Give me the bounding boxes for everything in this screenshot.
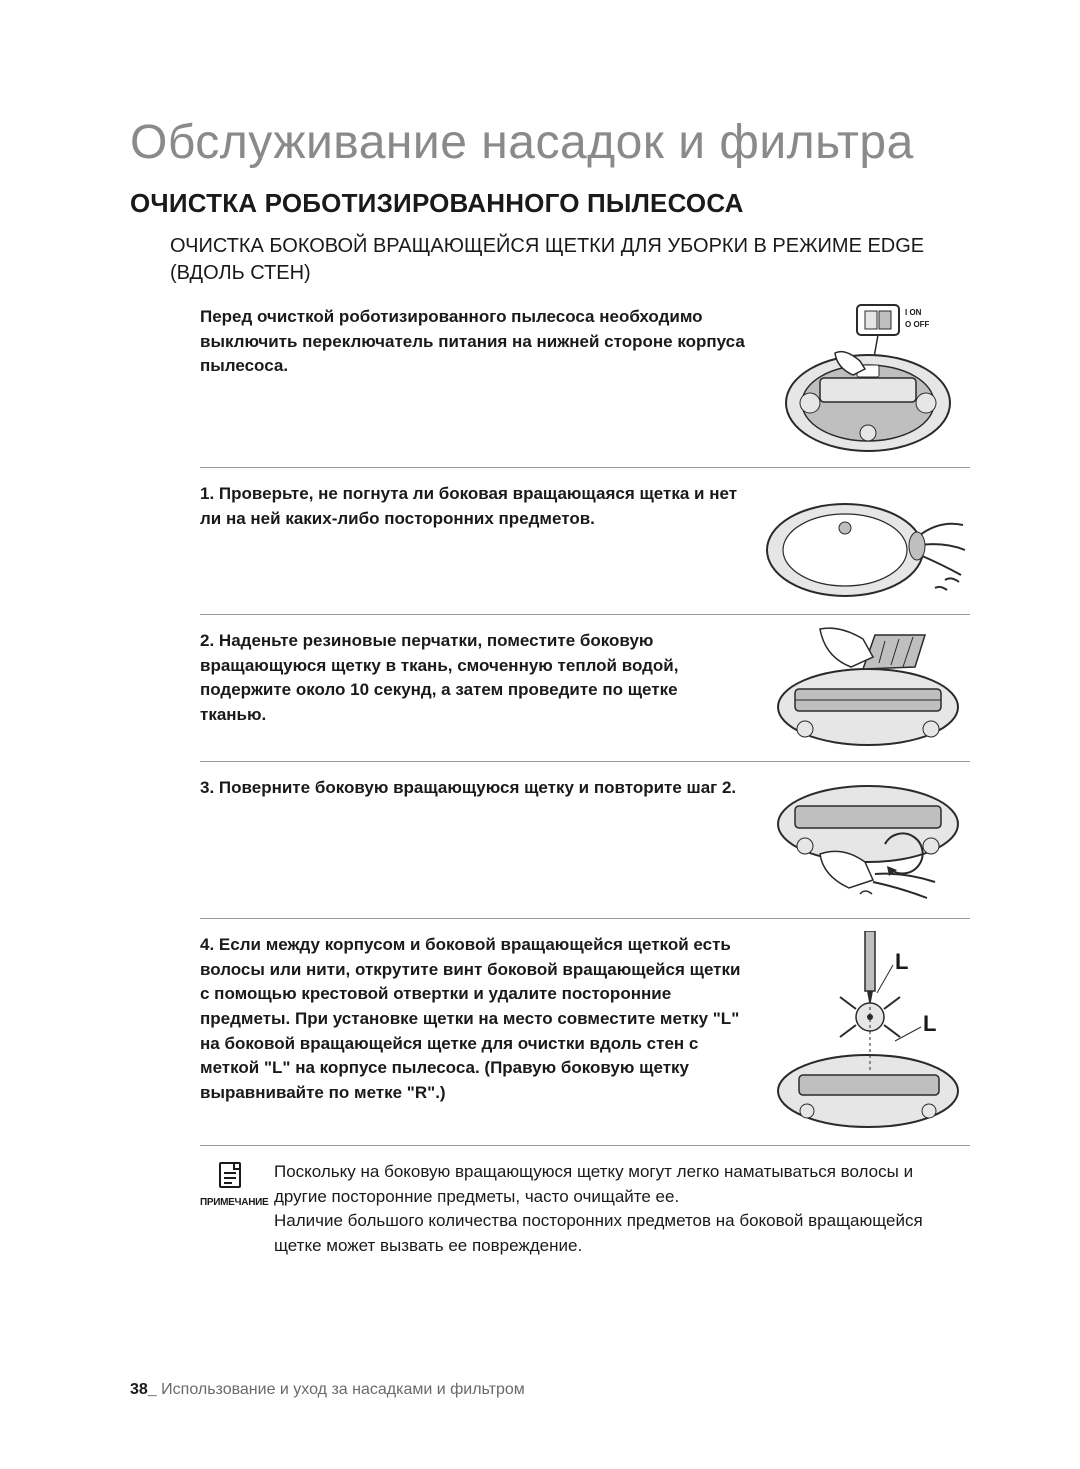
step-row: 1. Проверьте, не погнута ли боковая вращ… — [200, 468, 970, 615]
footer-page-number: 38_ — [130, 1381, 157, 1398]
step-row: 4. Если между корпусом и боковой вращающ… — [200, 919, 970, 1146]
switch-on-label: I ON — [905, 308, 922, 317]
note-row: ПРИМЕЧАНИЕ Поскольку на боковую вращающу… — [200, 1146, 970, 1259]
step-row: 3. Поверните боковую вращающуюся щетку и… — [200, 762, 970, 919]
section-heading: ОЧИСТКА РОБОТИЗИРОВАННОГО ПЫЛЕСОСА — [130, 188, 970, 219]
step-row: 2. Наденьте резиновые перчатки, поместит… — [200, 615, 970, 762]
marking-label-top: L — [895, 949, 908, 974]
subsection-heading: ОЧИСТКА БОКОВОЙ ВРАЩАЮЩЕЙСЯ ЩЕТКИ ДЛЯ УБ… — [170, 233, 970, 287]
step-text: 3. Поверните боковую вращающуюся щетку и… — [200, 774, 745, 801]
note-label: ПРИМЕЧАНИЕ — [200, 1197, 260, 1208]
step-text: 4. Если между корпусом и боковой вращающ… — [200, 931, 745, 1105]
note-text: Поскольку на боковую вращающуюся щетку м… — [274, 1160, 970, 1259]
illustration-rotate-brush — [765, 774, 970, 904]
note-icon — [216, 1160, 244, 1190]
footer-text: Использование и уход за насадками и филь… — [157, 1381, 525, 1398]
illustration-cloth-wipe — [765, 627, 970, 747]
step-text: 2. Наденьте резиновые перчатки, поместит… — [200, 627, 745, 728]
page-footer: 38_ Использование и уход за насадками и … — [130, 1381, 525, 1399]
page-title: Обслуживание насадок и фильтра — [130, 115, 970, 170]
illustration-power-switch: I ON O OFF — [765, 303, 970, 453]
illustration-check-brush — [765, 480, 970, 600]
step-text: 1. Проверьте, не погнута ли боковая вращ… — [200, 480, 745, 531]
intro-row: Перед очисткой роботизированного пылесос… — [200, 303, 970, 468]
illustration-screwdriver-align: L L — [765, 931, 970, 1131]
marking-label-side: L — [923, 1011, 936, 1036]
steps-list: Перед очисткой роботизированного пылесос… — [200, 303, 970, 1259]
intro-text: Перед очисткой роботизированного пылесос… — [200, 303, 745, 379]
switch-off-label: O OFF — [905, 320, 930, 329]
